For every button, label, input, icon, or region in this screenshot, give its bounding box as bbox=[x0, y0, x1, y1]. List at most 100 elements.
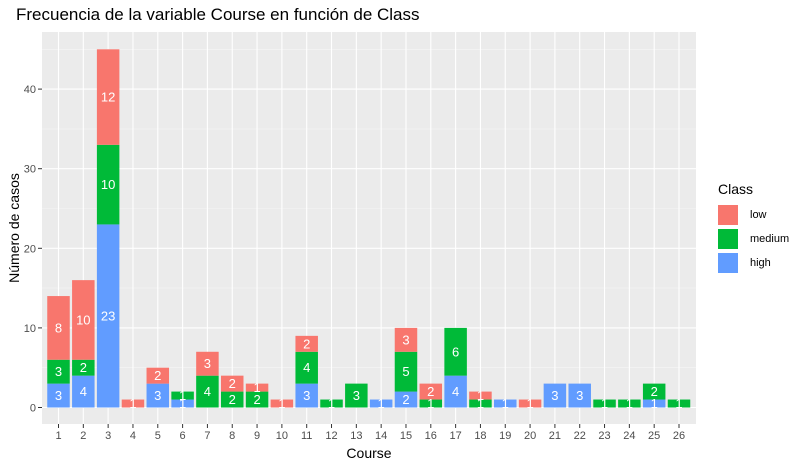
bar-medium-course-17 bbox=[444, 327, 467, 376]
x-tick-label: 3 bbox=[105, 430, 111, 442]
x-tick-label: 24 bbox=[623, 430, 635, 442]
x-tick-label: 7 bbox=[204, 430, 210, 442]
bar-high-course-6 bbox=[171, 399, 194, 408]
bar-low-course-4 bbox=[121, 399, 145, 408]
data-label: 3 bbox=[303, 388, 310, 403]
bar-medium-course-2 bbox=[72, 359, 95, 376]
x-tick-label: 16 bbox=[425, 430, 437, 442]
bar-medium-course-11 bbox=[295, 351, 318, 384]
data-label: 1 bbox=[179, 388, 186, 403]
x-tick-label: 17 bbox=[449, 430, 461, 442]
x-tick-label: 6 bbox=[180, 430, 186, 442]
legend-label-low: low bbox=[750, 209, 767, 221]
data-label: 2 bbox=[154, 368, 161, 383]
data-label: 3 bbox=[204, 356, 211, 371]
data-label: 4 bbox=[80, 384, 87, 399]
legend-item-high: high bbox=[718, 251, 789, 275]
legend-label-medium: medium bbox=[750, 233, 790, 245]
bar-medium-course-23 bbox=[593, 399, 616, 408]
x-tick-label: 14 bbox=[375, 430, 387, 442]
data-label: 1 bbox=[278, 396, 285, 411]
bar-medium-course-25 bbox=[642, 383, 666, 400]
x-tick-label: 18 bbox=[474, 430, 486, 442]
data-label: 8 bbox=[55, 320, 62, 335]
data-label: 1 bbox=[378, 396, 385, 411]
bars-layer bbox=[47, 49, 691, 408]
data-label: 12 bbox=[101, 90, 115, 105]
bar-low-course-5 bbox=[146, 367, 170, 384]
bar-medium-course-13 bbox=[345, 383, 368, 408]
data-label: 2 bbox=[427, 384, 434, 399]
data-label: 6 bbox=[452, 344, 459, 359]
data-label: 1 bbox=[675, 396, 682, 411]
x-tick-label: 5 bbox=[155, 430, 161, 442]
bar-high-course-11 bbox=[295, 383, 318, 408]
legend-key-medium bbox=[718, 229, 738, 249]
chart-title: Frecuencia de la variable Course en func… bbox=[16, 5, 420, 24]
data-label: 3 bbox=[551, 388, 558, 403]
data-label: 1 bbox=[502, 396, 509, 411]
data-label: 2 bbox=[80, 360, 87, 375]
data-label: 5 bbox=[402, 364, 409, 379]
panel-background bbox=[42, 32, 696, 424]
x-tick-label: 13 bbox=[350, 430, 362, 442]
bar-medium-course-16 bbox=[419, 399, 443, 408]
data-label: 1 bbox=[651, 396, 658, 411]
data-label: 2 bbox=[253, 392, 260, 407]
bar-low-course-2 bbox=[72, 280, 95, 360]
bar-high-course-19 bbox=[494, 399, 517, 408]
data-label: 4 bbox=[452, 384, 459, 399]
bar-low-course-16 bbox=[419, 383, 443, 400]
x-tick-label: 1 bbox=[55, 430, 61, 442]
x-tick-label: 4 bbox=[130, 430, 136, 442]
bar-medium-course-26 bbox=[667, 399, 691, 408]
bar-high-course-14 bbox=[369, 399, 393, 408]
x-tick-label: 23 bbox=[598, 430, 610, 442]
data-label: 3 bbox=[55, 364, 62, 379]
data-label: 2 bbox=[229, 376, 236, 391]
data-label: 23 bbox=[101, 308, 115, 323]
data-label: 2 bbox=[402, 392, 409, 407]
y-tick-label: 20 bbox=[24, 243, 36, 255]
data-label: 3 bbox=[576, 388, 583, 403]
bar-high-course-2 bbox=[72, 375, 95, 408]
bar-high-course-1 bbox=[47, 383, 70, 408]
x-axis-title: Course bbox=[346, 445, 391, 461]
y-tick-label: 40 bbox=[24, 84, 36, 96]
bar-low-course-20 bbox=[518, 399, 542, 408]
bar-high-course-21 bbox=[543, 383, 567, 408]
x-tick-label: 12 bbox=[325, 430, 337, 442]
legend: Class low medium high bbox=[718, 181, 789, 275]
bar-medium-course-6 bbox=[171, 391, 194, 400]
data-label: 10 bbox=[101, 177, 115, 192]
data-label: 1 bbox=[328, 396, 335, 411]
bar-high-course-22 bbox=[568, 383, 591, 408]
bar-high-course-15 bbox=[394, 391, 418, 408]
data-label: 1 bbox=[179, 396, 186, 411]
x-tick-label: 20 bbox=[524, 430, 536, 442]
legend-key-low bbox=[718, 205, 738, 225]
bar-medium-course-8 bbox=[220, 391, 244, 408]
x-tick-label: 2 bbox=[80, 430, 86, 442]
x-tick-label: 26 bbox=[673, 430, 685, 442]
legend-key-high bbox=[718, 253, 738, 273]
data-label: 1 bbox=[626, 396, 633, 411]
bar-high-course-3 bbox=[96, 224, 120, 408]
data-label: 1 bbox=[253, 380, 260, 395]
data-label: 3 bbox=[154, 388, 161, 403]
data-label: 10 bbox=[76, 312, 90, 327]
x-tick-label: 19 bbox=[499, 430, 511, 442]
data-label: 4 bbox=[303, 360, 310, 375]
y-tick-label: 0 bbox=[30, 403, 36, 415]
data-label: 1 bbox=[526, 396, 533, 411]
bar-low-course-8 bbox=[220, 375, 244, 392]
bar-medium-course-12 bbox=[320, 399, 343, 408]
x-tick-label: 10 bbox=[276, 430, 288, 442]
data-label: 1 bbox=[427, 396, 434, 411]
bar-low-course-1 bbox=[47, 296, 70, 360]
bar-low-course-11 bbox=[295, 335, 318, 352]
x-tick-label: 8 bbox=[229, 430, 235, 442]
x-tick-label: 21 bbox=[549, 430, 561, 442]
